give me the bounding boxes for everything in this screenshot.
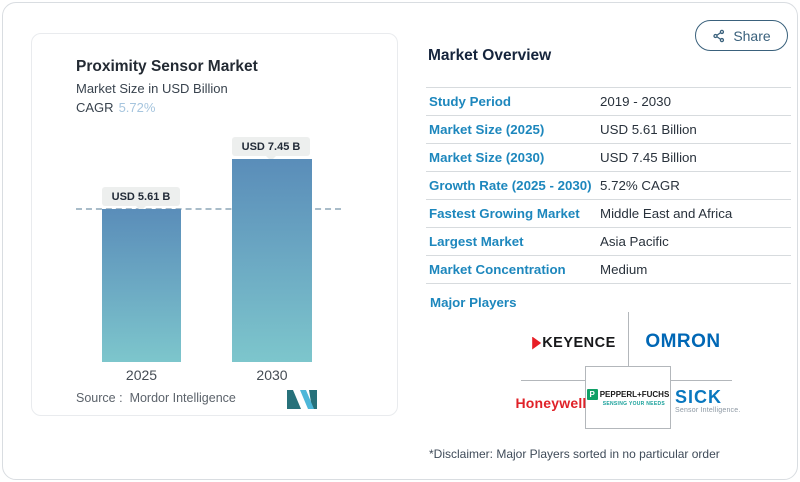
players-divider-left: [521, 380, 585, 381]
chart-subtitle: Market Size in USD Billion: [76, 81, 228, 96]
disclaimer-text: *Disclaimer: Major Players sorted in no …: [429, 447, 720, 461]
chart-cagr: CAGR 5.72%: [76, 100, 155, 115]
omron-logo: OMRON: [645, 331, 721, 352]
sick-tagline: Sensor Intelligence.: [675, 406, 741, 414]
overview-table: Study Period 2019 - 2030 Market Size (20…: [426, 87, 791, 284]
bar-2025: [102, 209, 181, 362]
share-button[interactable]: Share: [695, 20, 788, 51]
sick-logo: SICK Sensor Intelligence.: [675, 388, 745, 414]
share-label: Share: [733, 27, 771, 44]
pepperl-fuchs-row: P PEPPERL+FUCHS: [586, 388, 670, 400]
row-value: USD 5.61 Billion: [600, 122, 697, 137]
bar-2030: [232, 159, 312, 362]
table-row: Market Size (2025) USD 5.61 Billion: [426, 116, 791, 144]
row-value: Asia Pacific: [600, 234, 669, 249]
overview-title: Market Overview: [428, 47, 552, 64]
table-row: Market Concentration Medium: [426, 256, 791, 284]
keyence-wordmark: KEYENCE: [542, 335, 616, 351]
cagr-label: CAGR: [76, 100, 114, 115]
keyence-red-wedge-icon: [532, 336, 542, 350]
table-row: Growth Rate (2025 - 2030) 5.72% CAGR: [426, 172, 791, 200]
pepperl-fuchs-p-icon: P: [586, 388, 598, 400]
bar-value-label-2025: USD 5.61 B: [102, 187, 180, 211]
pepperl-fuchs-wordmark: PEPPERL+FUCHS: [599, 389, 670, 399]
players-divider-vertical: [628, 312, 629, 366]
chart-card: Proximity Sensor Market Market Size in U…: [31, 33, 398, 416]
row-label: Largest Market: [429, 234, 524, 249]
pepperl-fuchs-tagline: SENSING YOUR NEEDS: [602, 400, 665, 407]
sick-wordmark: SICK: [675, 387, 723, 407]
honeywell-logo: Honeywell: [515, 395, 587, 411]
row-value: 2019 - 2030: [600, 94, 671, 109]
pepperl-fuchs-logo: P PEPPERL+FUCHS SENSING YOUR NEEDS: [585, 366, 671, 429]
cagr-value: 5.72%: [118, 100, 156, 115]
row-value: Medium: [600, 262, 648, 277]
row-value: USD 7.45 Billion: [600, 150, 697, 165]
row-label: Fastest Growing Market: [429, 206, 580, 221]
x-tick-2030: 2030: [256, 367, 288, 383]
x-tick-2025: 2025: [125, 367, 158, 383]
source-caption: Source : Mordor Intelligence: [76, 391, 236, 405]
bar-value-label-2030: USD 7.45 B: [232, 137, 310, 161]
keyence-logo: KEYENCE: [523, 334, 625, 352]
major-players-title: Major Players: [430, 295, 517, 310]
row-value: 5.72% CAGR: [600, 178, 680, 193]
table-row: Study Period 2019 - 2030: [426, 88, 791, 116]
row-label: Market Size (2030): [429, 150, 545, 165]
mordor-intelligence-logo-icon: [287, 390, 317, 414]
row-label: Market Concentration: [429, 262, 566, 277]
table-row: Largest Market Asia Pacific: [426, 228, 791, 256]
source-value: Mordor Intelligence: [129, 391, 236, 405]
row-value: Middle East and Africa: [600, 206, 733, 221]
source-label: Source :: [76, 391, 123, 405]
row-label: Study Period: [429, 94, 512, 109]
row-label: Growth Rate (2025 - 2030): [429, 178, 592, 193]
row-label: Market Size (2025): [429, 122, 545, 137]
share-icon: [712, 29, 726, 43]
table-row: Market Size (2030) USD 7.45 Billion: [426, 144, 791, 172]
players-divider-right: [671, 380, 732, 381]
table-row: Fastest Growing Market Middle East and A…: [426, 200, 791, 228]
reference-dashed-line: [76, 208, 341, 210]
chart-title: Proximity Sensor Market: [76, 58, 258, 75]
